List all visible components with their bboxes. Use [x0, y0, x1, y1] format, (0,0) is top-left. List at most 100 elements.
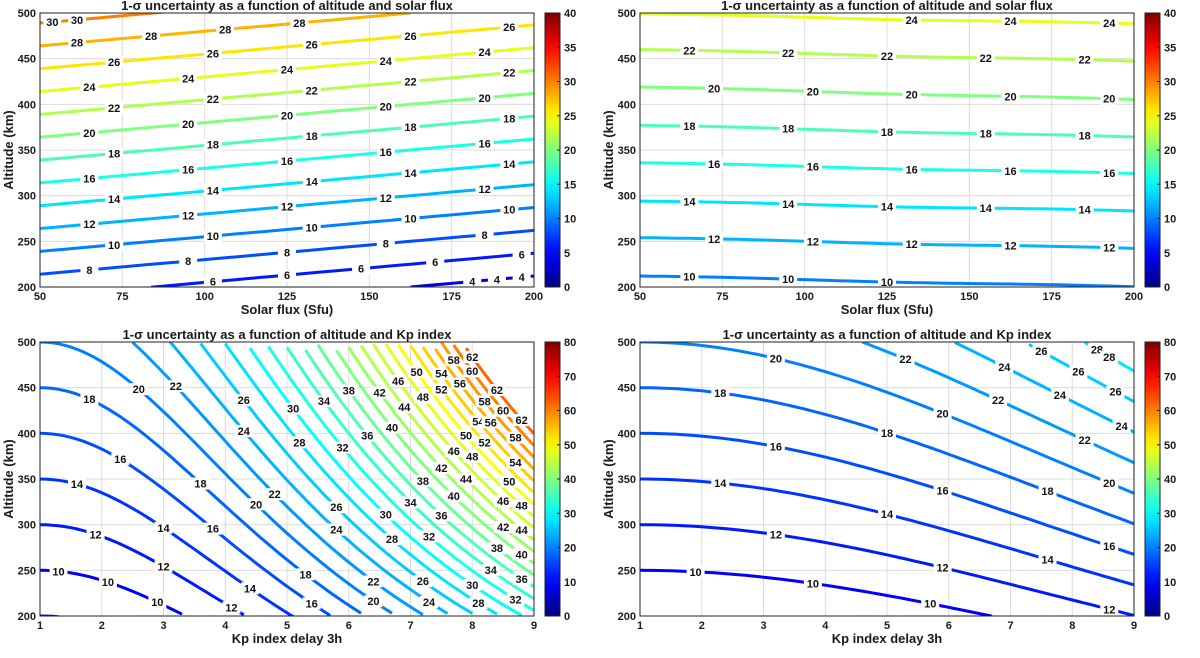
contour-label-bg — [203, 275, 222, 287]
contour-label-bg — [302, 38, 321, 51]
contour-label: 16 — [708, 159, 720, 171]
contour-label-bg — [327, 523, 346, 536]
y-tick-label: 300 — [618, 520, 636, 532]
contour-label-bg — [475, 436, 494, 449]
contour-label-bg — [234, 394, 253, 407]
contour-label: 22 — [881, 51, 893, 63]
contour-label: 12 — [380, 193, 392, 205]
contour-label-bg — [680, 195, 699, 208]
contour-label: 16 — [936, 486, 948, 498]
contour-label-bg — [278, 63, 296, 76]
contour-label-bg — [475, 228, 494, 241]
contour-label: 18 — [714, 388, 726, 400]
x-tick-label: 7 — [407, 620, 413, 632]
contour-label: 6 — [210, 277, 216, 289]
contour-label: 30 — [71, 15, 83, 27]
contour-label: 18 — [108, 148, 120, 160]
contour-label-bg — [444, 490, 463, 503]
contour-label-bg — [976, 202, 995, 215]
y-tick-label: 200 — [18, 282, 36, 294]
contour-label-bg — [179, 255, 198, 268]
contour-label: 48 — [516, 500, 528, 512]
y-tick-label: 400 — [618, 99, 636, 111]
x-tick-label: 100 — [795, 291, 813, 303]
contour-label-bg — [302, 175, 321, 188]
x-tick-label: 75 — [716, 291, 728, 303]
colorbar-tick-label: 10 — [564, 214, 576, 226]
contour-label-bg — [278, 200, 296, 213]
contour-label-bg — [803, 577, 822, 590]
contour-label: 22 — [980, 53, 992, 65]
x-tick-label: 6 — [346, 620, 352, 632]
contour-label: 24 — [182, 73, 195, 85]
contour-label: 12 — [1103, 604, 1115, 616]
x-axis-label: Solar flux (Sfu) — [241, 302, 333, 317]
contour-label-bg — [475, 395, 494, 408]
contour-label-bg — [803, 235, 822, 248]
colorbar-tick-label: 40 — [564, 8, 576, 20]
contour-label: 38 — [491, 543, 503, 555]
contour-label-bg — [976, 127, 995, 140]
contour-label-bg — [364, 595, 383, 608]
contour-label: 12 — [708, 234, 720, 246]
contour-label: 24 — [998, 362, 1011, 374]
contour-label: 30 — [287, 404, 299, 416]
contour-label-bg — [142, 30, 161, 43]
contour-label-bg — [203, 522, 222, 535]
contour-label: 56 — [454, 379, 466, 391]
contour-label: 16 — [114, 454, 126, 466]
colorbar-tick-label: 70 — [1164, 371, 1176, 383]
contour-label-bg — [450, 377, 469, 390]
contour-label-bg — [711, 386, 730, 399]
contour-label-bg — [401, 166, 420, 179]
contour-label-bg — [278, 246, 296, 259]
y-tick-label: 300 — [18, 520, 36, 532]
contour-label-bg — [111, 453, 130, 466]
y-tick-label: 350 — [18, 474, 36, 486]
contour-label: 46 — [448, 446, 460, 458]
contour-label-bg — [80, 126, 99, 139]
contour-label: 10 — [151, 597, 163, 609]
contour-label-bg — [463, 450, 482, 463]
contour-label: 22 — [108, 103, 120, 115]
contour-label-bg — [203, 230, 222, 243]
contour-label-bg — [779, 46, 798, 59]
contour-label-bg — [105, 101, 124, 114]
contour-label: 6 — [358, 264, 364, 276]
contour-label-bg — [376, 508, 395, 521]
contour-label: 40 — [448, 491, 460, 503]
contour-label-bg — [933, 484, 952, 497]
contour-label: 8 — [482, 230, 488, 242]
x-tick-label: 7 — [1007, 620, 1013, 632]
x-tick-label: 125 — [278, 291, 296, 303]
contour-label: 26 — [108, 57, 120, 69]
contour-label-bg — [1001, 164, 1020, 177]
colorbar-tick-label: 80 — [564, 337, 576, 349]
contour-label: 8 — [383, 239, 389, 251]
contour-label-bg — [463, 275, 482, 287]
contour-label-bg — [105, 56, 124, 69]
contour-label: 16 — [1004, 166, 1016, 178]
contour-label-bg — [290, 436, 309, 449]
x-tick-label: 50 — [34, 291, 46, 303]
contour-label-bg — [105, 193, 124, 206]
contour-label-bg — [1075, 434, 1094, 447]
contour-label: 34 — [485, 565, 498, 577]
contour-label: 16 — [478, 138, 490, 150]
axes-frame — [639, 12, 1135, 288]
contour-label: 12 — [478, 184, 490, 196]
y-tick-label: 500 — [18, 8, 36, 20]
contour-label: 30 — [380, 510, 392, 522]
contour-label-bg — [500, 66, 519, 79]
contour-label-bg — [105, 147, 124, 160]
contour-label: 18 — [194, 479, 206, 491]
contour-label: 26 — [207, 48, 219, 60]
panel-bottom-left: 1-σ uncertainty as a function of altitud… — [0, 329, 600, 658]
contour-label-bg — [364, 575, 383, 588]
y-axis-label: Altitude (km) — [1, 439, 16, 518]
contour-label-bg — [487, 542, 506, 555]
contour-line-28 — [224, 342, 498, 616]
y-axis-label: Altitude (km) — [601, 439, 616, 518]
contour-label-bg — [432, 462, 451, 475]
contour-label-bg — [290, 16, 309, 29]
